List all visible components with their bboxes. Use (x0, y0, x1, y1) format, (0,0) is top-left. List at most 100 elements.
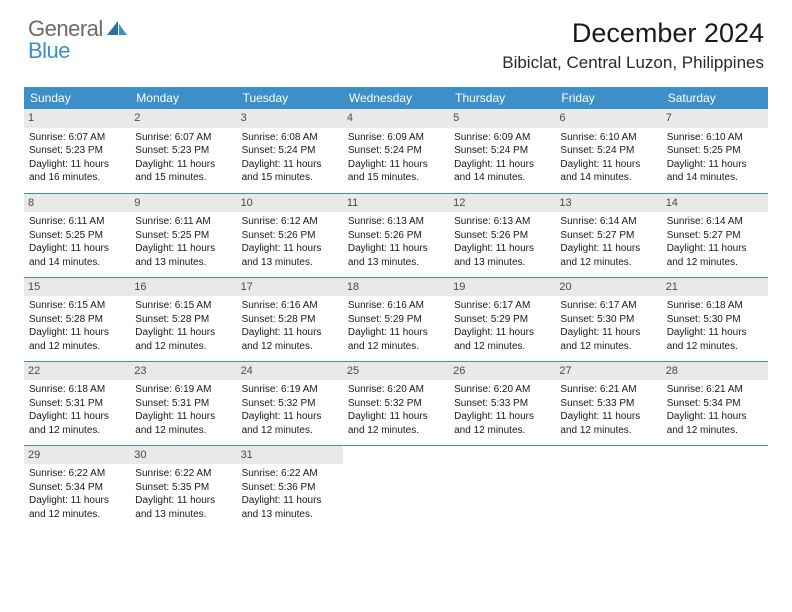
calendar-day-cell: 2 Sunrise: 6:07 AMSunset: 5:23 PMDaylight… (130, 109, 236, 193)
day-info: Sunrise: 6:13 AMSunset: 5:26 PMDaylight:… (454, 215, 550, 269)
day-info: Sunrise: 6:21 AMSunset: 5:33 PMDaylight:… (560, 383, 656, 437)
day-info: Sunrise: 6:11 AMSunset: 5:25 PMDaylight:… (29, 215, 125, 269)
day-number: 16 (130, 278, 236, 297)
day-number: 1 (24, 109, 130, 128)
day-info: Sunrise: 6:22 AMSunset: 5:35 PMDaylight:… (135, 467, 231, 521)
calendar-day-cell: 24 Sunrise: 6:19 AMSunset: 5:32 PMDayligh… (237, 361, 343, 445)
calendar-empty-cell (449, 445, 555, 529)
day-number: 23 (130, 362, 236, 381)
day-number: 20 (555, 278, 661, 297)
weekday-thursday: Thursday (449, 87, 555, 109)
day-info: Sunrise: 6:14 AMSunset: 5:27 PMDaylight:… (667, 215, 763, 269)
day-number: 15 (24, 278, 130, 297)
day-info: Sunrise: 6:07 AMSunset: 5:23 PMDaylight:… (135, 131, 231, 185)
calendar-day-cell: 1 Sunrise: 6:07 AMSunset: 5:23 PMDaylight… (24, 109, 130, 193)
day-number: 11 (343, 194, 449, 213)
day-info: Sunrise: 6:07 AMSunset: 5:23 PMDaylight:… (29, 131, 125, 185)
day-info: Sunrise: 6:11 AMSunset: 5:25 PMDaylight:… (135, 215, 231, 269)
day-number: 8 (24, 194, 130, 213)
day-number: 4 (343, 109, 449, 128)
day-number: 5 (449, 109, 555, 128)
day-info: Sunrise: 6:22 AMSunset: 5:36 PMDaylight:… (242, 467, 338, 521)
day-info: Sunrise: 6:19 AMSunset: 5:31 PMDaylight:… (135, 383, 231, 437)
day-info: Sunrise: 6:18 AMSunset: 5:31 PMDaylight:… (29, 383, 125, 437)
day-info: Sunrise: 6:16 AMSunset: 5:28 PMDaylight:… (242, 299, 338, 353)
day-info: Sunrise: 6:20 AMSunset: 5:33 PMDaylight:… (454, 383, 550, 437)
page-title: December 2024 (502, 18, 764, 49)
day-info: Sunrise: 6:17 AMSunset: 5:30 PMDaylight:… (560, 299, 656, 353)
day-number: 12 (449, 194, 555, 213)
calendar-day-cell: 5 Sunrise: 6:09 AMSunset: 5:24 PMDaylight… (449, 109, 555, 193)
header: General Blue December 2024 Bibiclat, Cen… (0, 0, 792, 79)
calendar-day-cell: 6 Sunrise: 6:10 AMSunset: 5:24 PMDaylight… (555, 109, 661, 193)
title-block: December 2024 Bibiclat, Central Luzon, P… (502, 18, 764, 73)
day-number: 3 (237, 109, 343, 128)
calendar-week-row: 15 Sunrise: 6:15 AMSunset: 5:28 PMDayligh… (24, 277, 768, 361)
day-info: Sunrise: 6:19 AMSunset: 5:32 PMDaylight:… (242, 383, 338, 437)
day-info: Sunrise: 6:21 AMSunset: 5:34 PMDaylight:… (667, 383, 763, 437)
day-number: 31 (237, 446, 343, 465)
calendar-day-cell: 11Sunrise: 6:13 AMSunset: 5:26 PMDayligh… (343, 193, 449, 277)
day-number: 6 (555, 109, 661, 128)
day-info: Sunrise: 6:12 AMSunset: 5:26 PMDaylight:… (242, 215, 338, 269)
day-number: 10 (237, 194, 343, 213)
calendar-day-cell: 4Sunrise: 6:09 AMSunset: 5:24 PMDaylight… (343, 109, 449, 193)
calendar-day-cell: 7 Sunrise: 6:10 AMSunset: 5:25 PMDaylight… (662, 109, 768, 193)
calendar-week-row: 29Sunrise: 6:22 AMSunset: 5:34 PMDayligh… (24, 445, 768, 529)
day-number: 30 (130, 446, 236, 465)
calendar-day-cell: 27 Sunrise: 6:21 AMSunset: 5:33 PMDayligh… (555, 361, 661, 445)
day-info: Sunrise: 6:08 AMSunset: 5:24 PMDaylight:… (242, 131, 338, 185)
day-number: 9 (130, 194, 236, 213)
calendar-day-cell: 26Sunrise: 6:20 AMSunset: 5:33 PMDayligh… (449, 361, 555, 445)
day-info: Sunrise: 6:10 AMSunset: 5:24 PMDaylight:… (560, 131, 656, 185)
day-info: Sunrise: 6:17 AMSunset: 5:29 PMDaylight:… (454, 299, 550, 353)
brand-general: General (28, 18, 103, 40)
day-info: Sunrise: 6:18 AMSunset: 5:30 PMDaylight:… (667, 299, 763, 353)
day-number: 7 (662, 109, 768, 128)
day-number: 21 (662, 278, 768, 297)
calendar-empty-cell (662, 445, 768, 529)
day-info: Sunrise: 6:16 AMSunset: 5:29 PMDaylight:… (348, 299, 444, 353)
calendar-empty-cell (555, 445, 661, 529)
weekday-sunday: Sunday (24, 87, 130, 109)
day-info: Sunrise: 6:15 AMSunset: 5:28 PMDaylight:… (135, 299, 231, 353)
calendar-day-cell: 30 Sunrise: 6:22 AMSunset: 5:35 PMDayligh… (130, 445, 236, 529)
calendar-day-cell: 28 Sunrise: 6:21 AMSunset: 5:34 PMDayligh… (662, 361, 768, 445)
weekday-monday: Monday (130, 87, 236, 109)
day-number: 25 (343, 362, 449, 381)
weekday-friday: Friday (555, 87, 661, 109)
day-info: Sunrise: 6:20 AMSunset: 5:32 PMDaylight:… (348, 383, 444, 437)
calendar-day-cell: 17 Sunrise: 6:16 AMSunset: 5:28 PMDayligh… (237, 277, 343, 361)
day-number: 18 (343, 278, 449, 297)
day-info: Sunrise: 6:14 AMSunset: 5:27 PMDaylight:… (560, 215, 656, 269)
day-number: 2 (130, 109, 236, 128)
calendar-day-cell: 12 Sunrise: 6:13 AMSunset: 5:26 PMDayligh… (449, 193, 555, 277)
day-number: 28 (662, 362, 768, 381)
calendar-day-cell: 21 Sunrise: 6:18 AMSunset: 5:30 PMDayligh… (662, 277, 768, 361)
calendar-day-cell: 14 Sunrise: 6:14 AMSunset: 5:27 PMDayligh… (662, 193, 768, 277)
day-number: 17 (237, 278, 343, 297)
day-number: 14 (662, 194, 768, 213)
calendar-day-cell: 18 Sunrise: 6:16 AMSunset: 5:29 PMDayligh… (343, 277, 449, 361)
day-info: Sunrise: 6:09 AMSunset: 5:24 PMDaylight:… (454, 131, 550, 185)
day-number: 29 (24, 446, 130, 465)
weekday-header-row: Sunday Monday Tuesday Wednesday Thursday… (24, 87, 768, 109)
calendar-day-cell: 25 Sunrise: 6:20 AMSunset: 5:32 PMDayligh… (343, 361, 449, 445)
day-number: 19 (449, 278, 555, 297)
calendar-day-cell: 22 Sunrise: 6:18 AMSunset: 5:31 PMDayligh… (24, 361, 130, 445)
calendar-day-cell: 16 Sunrise: 6:15 AMSunset: 5:28 PMDayligh… (130, 277, 236, 361)
day-number: 27 (555, 362, 661, 381)
location-subtitle: Bibiclat, Central Luzon, Philippines (502, 53, 764, 73)
weekday-wednesday: Wednesday (343, 87, 449, 109)
day-number: 24 (237, 362, 343, 381)
day-info: Sunrise: 6:10 AMSunset: 5:25 PMDaylight:… (667, 131, 763, 185)
brand-logo: General Blue (28, 18, 129, 62)
calendar-day-cell: 23 Sunrise: 6:19 AMSunset: 5:31 PMDayligh… (130, 361, 236, 445)
weekday-tuesday: Tuesday (237, 87, 343, 109)
day-info: Sunrise: 6:15 AMSunset: 5:28 PMDaylight:… (29, 299, 125, 353)
calendar-day-cell: 29Sunrise: 6:22 AMSunset: 5:34 PMDayligh… (24, 445, 130, 529)
calendar-empty-cell (343, 445, 449, 529)
calendar-week-row: 22 Sunrise: 6:18 AMSunset: 5:31 PMDayligh… (24, 361, 768, 445)
day-number: 22 (24, 362, 130, 381)
calendar-day-cell: 8 Sunrise: 6:11 AMSunset: 5:25 PMDaylight… (24, 193, 130, 277)
